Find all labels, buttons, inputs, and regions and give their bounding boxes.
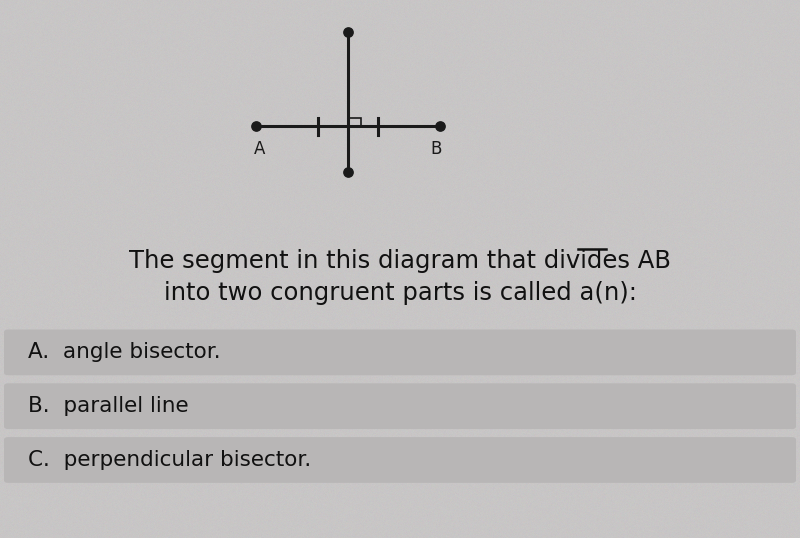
Text: A.  angle bisector.: A. angle bisector. xyxy=(28,342,221,363)
Text: The segment in this diagram that divides AB: The segment in this diagram that divides… xyxy=(129,249,671,273)
FancyBboxPatch shape xyxy=(4,383,796,429)
Bar xyxy=(348,118,361,126)
FancyBboxPatch shape xyxy=(4,329,796,376)
FancyBboxPatch shape xyxy=(4,437,796,483)
Text: into two congruent parts is called a(n):: into two congruent parts is called a(n): xyxy=(163,281,637,305)
Point xyxy=(434,122,446,131)
Text: B.  parallel line: B. parallel line xyxy=(28,396,189,416)
Text: B: B xyxy=(430,140,442,158)
Text: C.  perpendicular bisector.: C. perpendicular bisector. xyxy=(28,450,311,470)
Text: A: A xyxy=(254,140,266,158)
Point xyxy=(250,122,262,131)
Point xyxy=(342,168,354,176)
Point xyxy=(342,28,354,37)
